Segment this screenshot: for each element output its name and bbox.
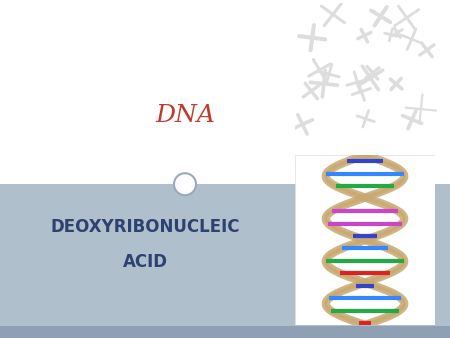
- Bar: [0, 0, 450, 184]
- Text: DEOXYRIBONUCLEIC: DEOXYRIBONUCLEIC: [50, 218, 240, 236]
- Text: ACID: ACID: [122, 253, 167, 271]
- Text: DNA: DNA: [155, 103, 215, 126]
- Bar: [0, 184, 450, 326]
- Bar: [0, 326, 450, 338]
- Circle shape: [174, 173, 196, 195]
